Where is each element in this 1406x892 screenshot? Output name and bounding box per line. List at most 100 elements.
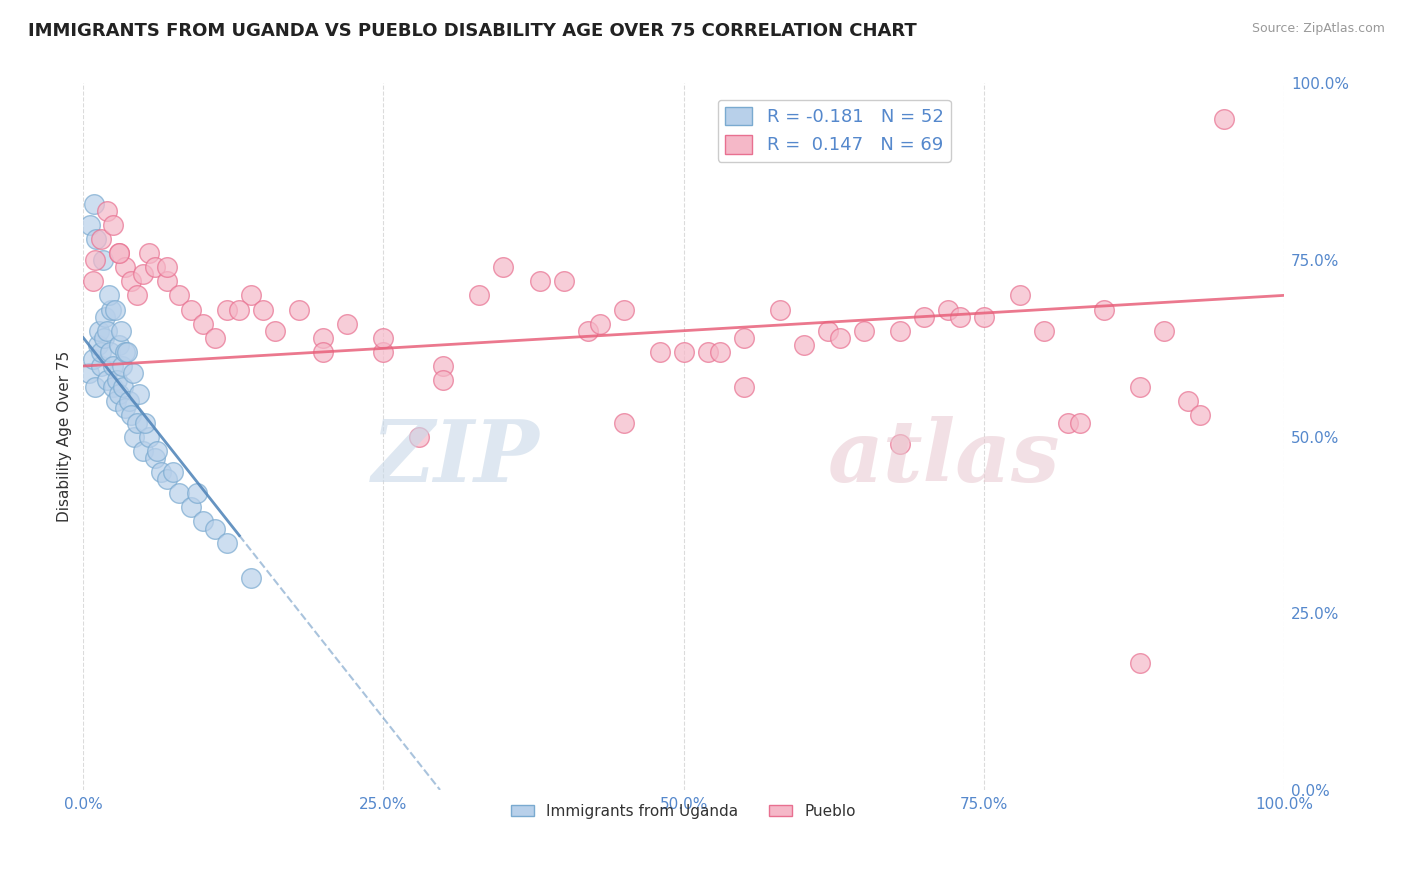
Point: [108, 246, 131, 260]
Point: [204, 522, 226, 536]
Point: [94, 310, 117, 324]
Point: [217, 535, 239, 549]
Point: [115, 345, 138, 359]
Point: [828, 331, 851, 345]
Point: [1153, 324, 1175, 338]
Point: [553, 274, 575, 288]
Point: [217, 302, 239, 317]
Point: [312, 331, 335, 345]
Point: [973, 310, 995, 324]
Point: [1032, 324, 1054, 338]
Point: [936, 302, 959, 317]
Point: [468, 288, 491, 302]
Point: [612, 416, 634, 430]
Point: [145, 443, 167, 458]
Point: [83, 196, 105, 211]
Point: [432, 373, 454, 387]
Point: [111, 359, 134, 373]
Point: [114, 260, 136, 274]
Point: [228, 302, 250, 317]
Point: [312, 345, 335, 359]
Point: [769, 302, 792, 317]
Point: [912, 310, 935, 324]
Point: [180, 302, 202, 317]
Point: [733, 380, 755, 394]
Point: [127, 416, 149, 430]
Point: [79, 366, 101, 380]
Point: [193, 317, 215, 331]
Point: [96, 324, 118, 338]
Point: [91, 253, 114, 268]
Point: [408, 430, 430, 444]
Point: [1188, 409, 1211, 423]
Point: [90, 345, 112, 359]
Point: [143, 260, 166, 274]
Point: [114, 401, 136, 416]
Point: [193, 515, 215, 529]
Point: [336, 317, 359, 331]
Point: [1129, 656, 1152, 670]
Point: [98, 345, 121, 359]
Point: [108, 338, 131, 352]
Point: [134, 416, 156, 430]
Point: [86, 338, 108, 352]
Point: [672, 345, 695, 359]
Point: [432, 359, 454, 373]
Point: [96, 203, 118, 218]
Point: [696, 345, 718, 359]
Point: [156, 260, 179, 274]
Point: [204, 331, 226, 345]
Point: [104, 394, 127, 409]
Point: [110, 324, 132, 338]
Point: [138, 246, 160, 260]
Point: [120, 409, 142, 423]
Point: [84, 380, 107, 394]
Point: [120, 274, 142, 288]
Point: [186, 486, 208, 500]
Legend: Immigrants from Uganda, Pueblo: Immigrants from Uganda, Pueblo: [505, 797, 862, 825]
Point: [128, 387, 150, 401]
Text: Source: ZipAtlas.com: Source: ZipAtlas.com: [1251, 22, 1385, 36]
Point: [122, 430, 145, 444]
Point: [1212, 112, 1234, 126]
Point: [82, 274, 104, 288]
Point: [252, 302, 274, 317]
Point: [90, 232, 112, 246]
Point: [817, 324, 839, 338]
Point: [240, 571, 263, 585]
Point: [108, 246, 131, 260]
Point: [264, 324, 287, 338]
Point: [612, 302, 634, 317]
Point: [103, 359, 125, 373]
Point: [793, 338, 815, 352]
Point: [733, 331, 755, 345]
Point: [1129, 380, 1152, 394]
Point: [108, 387, 131, 401]
Point: [86, 232, 108, 246]
Point: [240, 288, 263, 302]
Point: [949, 310, 972, 324]
Point: [889, 436, 911, 450]
Point: [111, 380, 134, 394]
Text: IMMIGRANTS FROM UGANDA VS PUEBLO DISABILITY AGE OVER 75 CORRELATION CHART: IMMIGRANTS FROM UGANDA VS PUEBLO DISABIL…: [28, 22, 917, 40]
Point: [143, 450, 166, 465]
Point: [105, 373, 128, 387]
Point: [150, 465, 173, 479]
Point: [373, 331, 395, 345]
Point: [84, 253, 107, 268]
Point: [1177, 394, 1199, 409]
Y-axis label: Disability Age Over 75: Disability Age Over 75: [58, 351, 72, 523]
Point: [127, 288, 149, 302]
Point: [114, 345, 136, 359]
Point: [103, 218, 125, 232]
Point: [852, 324, 875, 338]
Point: [93, 331, 115, 345]
Point: [138, 430, 160, 444]
Point: [648, 345, 671, 359]
Point: [79, 218, 101, 232]
Point: [576, 324, 599, 338]
Point: [156, 472, 179, 486]
Point: [373, 345, 395, 359]
Point: [103, 380, 125, 394]
Point: [121, 366, 143, 380]
